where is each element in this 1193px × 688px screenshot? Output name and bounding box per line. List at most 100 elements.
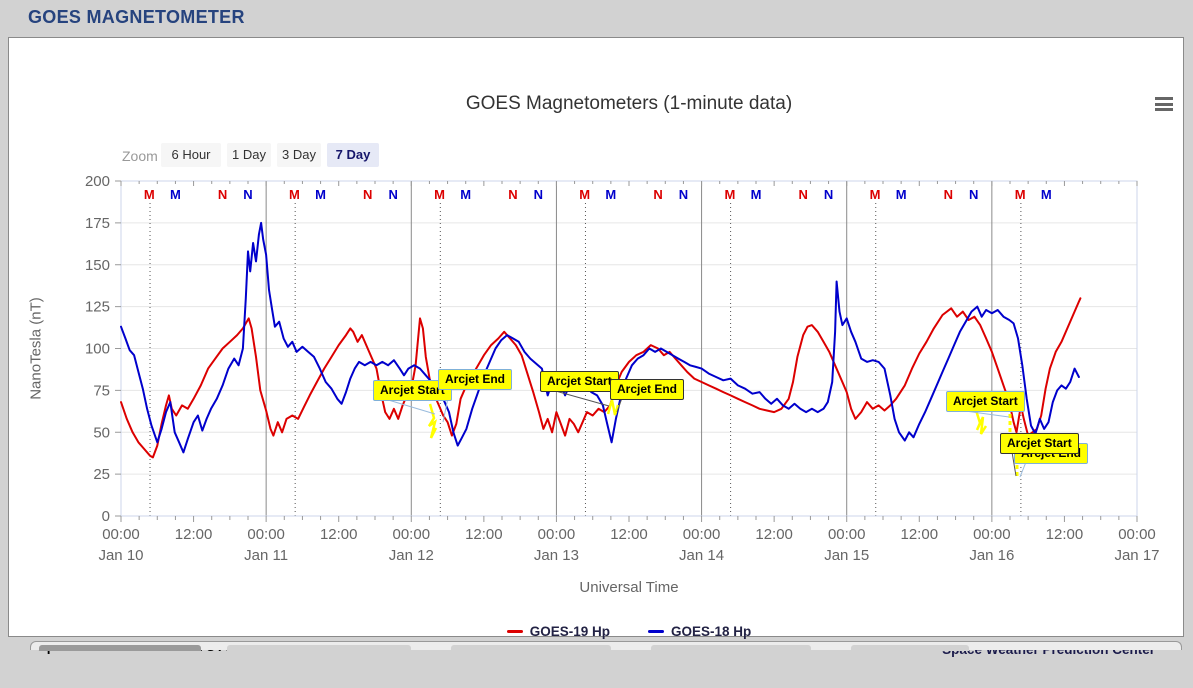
bottom-tab-active[interactable] [39, 645, 201, 651]
marker-n-red: N [363, 187, 372, 202]
chart-panel: GOES Magnetometers (1-minute data) Zoom … [8, 37, 1184, 657]
marker-m-red: M [289, 187, 300, 202]
svg-text:12:00: 12:00 [175, 526, 213, 543]
site-header: GOES MAGNETOMETER [0, 0, 1193, 36]
legend-line-swatch [506, 629, 523, 633]
svg-text:150: 150 [85, 257, 110, 274]
annotation-arcjet-end: Arcjet End [438, 369, 513, 390]
range-button-6-hour[interactable]: 6 Hour [161, 143, 221, 167]
svg-text:Jan 12: Jan 12 [389, 547, 434, 564]
marker-m-red: M [870, 187, 881, 202]
marker-n-blue: N [824, 187, 833, 202]
legend-label: GOES-19 Hp [529, 623, 610, 639]
hamburger-bar [1155, 97, 1173, 100]
marker-m-red: M [724, 187, 735, 202]
annotation-arcjet-start: Arcjet Start [946, 391, 1025, 412]
marker-n-red: N [798, 187, 807, 202]
marker-n-red: N [218, 187, 227, 202]
svg-text:0: 0 [102, 508, 110, 525]
goes-18-hp-series-line [120, 221, 1080, 454]
bottom-tab[interactable] [451, 645, 611, 651]
svg-text:12:00: 12:00 [610, 526, 648, 543]
hamburger-bar [1155, 102, 1173, 106]
x-axis-labels: 00:00 Jan 10 12:00 00:00 Jan 11 12:00 00:00 Jan… [98, 526, 1159, 564]
legend: GOES-19 Hp GOES-18 Hp [121, 621, 1137, 641]
svg-text:Jan 11: Jan 11 [244, 547, 288, 564]
marker-n-blue: N [969, 187, 978, 202]
bottom-tab[interactable] [851, 645, 969, 651]
chart-title: GOES Magnetometers (1-minute data) [465, 93, 793, 114]
chart-context-menu-icon[interactable] [1153, 97, 1175, 115]
axis-ticks [115, 180, 1138, 522]
svg-text:50: 50 [93, 424, 110, 441]
svg-text:00:00: 00:00 [102, 526, 140, 543]
marker-m-red: M [144, 187, 155, 202]
y-gridlines [121, 180, 1137, 517]
marker-m-red: M [1015, 187, 1026, 202]
marker-n-blue: N [388, 187, 397, 202]
svg-text:25: 25 [93, 466, 110, 483]
marker-n-red: N [944, 187, 953, 202]
annotation-arcjet-end: Arcjet End [610, 379, 685, 400]
y-axis-labels: 0 25 50 75 100 125 150 175 200 [85, 173, 110, 525]
svg-text:12:00: 12:00 [901, 526, 939, 543]
bottom-tab[interactable] [227, 645, 411, 651]
marker-m-blue: M [1041, 187, 1052, 202]
legend-label: GOES-18 Hp [671, 623, 752, 639]
day-separator-lines [265, 181, 993, 516]
svg-text:12:00: 12:00 [465, 526, 503, 543]
arcjet-highlight-marks [427, 399, 1019, 479]
marker-m-blue: M [605, 187, 616, 202]
x-axis-title: Universal Time [579, 579, 679, 596]
svg-text:12:00: 12:00 [755, 526, 793, 543]
annotation-arcjet-start: Arcjet Start [540, 371, 619, 392]
legend-item-goes-19-hp[interactable]: GOES-19 Hp [506, 623, 610, 639]
hamburger-bar [1155, 108, 1173, 111]
marker-n-blue: N [534, 187, 543, 202]
marker-m-red: M [434, 187, 445, 202]
svg-text:Jan 14: Jan 14 [679, 547, 724, 564]
svg-text:00:00: 00:00 [1118, 526, 1156, 543]
legend-item-goes-18-hp[interactable]: GOES-18 Hp [648, 624, 751, 639]
svg-text:Jan 17: Jan 17 [1114, 547, 1159, 564]
marker-n-red: N [508, 187, 517, 202]
svg-text:12:00: 12:00 [1046, 526, 1084, 543]
marker-n-blue: N [679, 187, 688, 202]
bottom-tab[interactable] [651, 645, 811, 651]
marker-m-blue: M [170, 187, 181, 202]
range-button-7-day[interactable]: 7 Day [327, 143, 379, 167]
svg-text:00:00: 00:00 [538, 526, 576, 543]
legend-line-swatch [648, 629, 664, 633]
marker-n-blue: N [243, 187, 252, 202]
satellite-midnight-dotted-lines [149, 203, 1022, 516]
marker-m-blue: M [896, 187, 907, 202]
svg-text:Jan 10: Jan 10 [98, 547, 143, 564]
zoom-label: Zoom [122, 148, 158, 164]
svg-text:Jan 13: Jan 13 [534, 547, 579, 564]
svg-text:00:00: 00:00 [828, 526, 866, 543]
range-button-1-day[interactable]: 1 Day [227, 143, 271, 167]
svg-text:Jan 16: Jan 16 [969, 547, 1014, 564]
marker-m-blue: M [751, 187, 762, 202]
svg-text:175: 175 [85, 215, 110, 232]
marker-m-blue: M [315, 187, 326, 202]
range-button-3-day[interactable]: 3 Day [277, 143, 321, 167]
bottom-tab-strip [30, 641, 1182, 651]
svg-text:100: 100 [85, 341, 110, 358]
svg-text:125: 125 [85, 299, 110, 316]
svg-text:00:00: 00:00 [683, 526, 721, 543]
marker-m-red: M [579, 187, 590, 202]
annotation-leader-lines [384, 387, 1027, 478]
marker-m-blue: M [460, 187, 471, 202]
annotation-arcjet-start: Arcjet Start [1000, 433, 1079, 454]
svg-text:00:00: 00:00 [247, 526, 285, 543]
annotation-arcjet-start: Arcjet Start [373, 380, 452, 401]
svg-text:12:00: 12:00 [320, 526, 358, 543]
svg-text:75: 75 [93, 382, 110, 399]
svg-text:200: 200 [85, 173, 110, 190]
svg-text:00:00: 00:00 [973, 526, 1011, 543]
marker-n-red: N [653, 187, 662, 202]
svg-text:Jan 15: Jan 15 [824, 547, 869, 564]
